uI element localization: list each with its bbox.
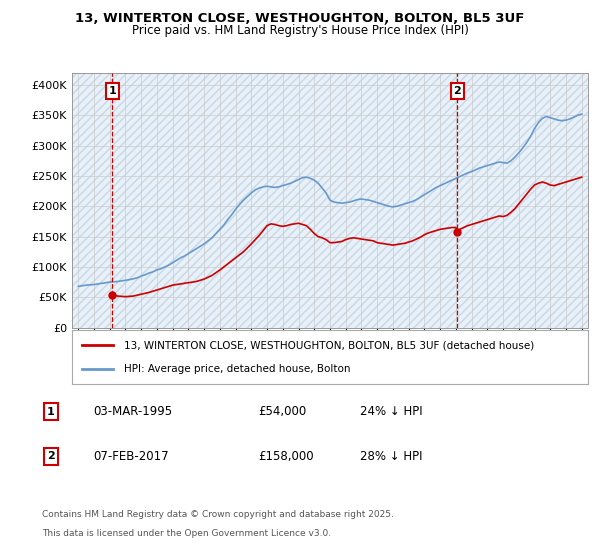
Text: 2: 2 [454, 86, 461, 96]
Text: 1: 1 [109, 86, 116, 96]
Text: HPI: Average price, detached house, Bolton: HPI: Average price, detached house, Bolt… [124, 363, 350, 374]
Text: £54,000: £54,000 [258, 405, 306, 418]
Text: 13, WINTERTON CLOSE, WESTHOUGHTON, BOLTON, BL5 3UF: 13, WINTERTON CLOSE, WESTHOUGHTON, BOLTO… [76, 12, 524, 25]
Text: 13, WINTERTON CLOSE, WESTHOUGHTON, BOLTON, BL5 3UF (detached house): 13, WINTERTON CLOSE, WESTHOUGHTON, BOLTO… [124, 340, 534, 351]
Text: Price paid vs. HM Land Registry's House Price Index (HPI): Price paid vs. HM Land Registry's House … [131, 24, 469, 36]
Text: 03-MAR-1995: 03-MAR-1995 [93, 405, 172, 418]
Text: 24% ↓ HPI: 24% ↓ HPI [360, 405, 422, 418]
Text: 1: 1 [47, 407, 55, 417]
Text: 07-FEB-2017: 07-FEB-2017 [93, 450, 169, 463]
Text: 2: 2 [47, 451, 55, 461]
Text: £158,000: £158,000 [258, 450, 314, 463]
Text: This data is licensed under the Open Government Licence v3.0.: This data is licensed under the Open Gov… [42, 529, 331, 538]
Text: Contains HM Land Registry data © Crown copyright and database right 2025.: Contains HM Land Registry data © Crown c… [42, 510, 394, 519]
Text: 28% ↓ HPI: 28% ↓ HPI [360, 450, 422, 463]
